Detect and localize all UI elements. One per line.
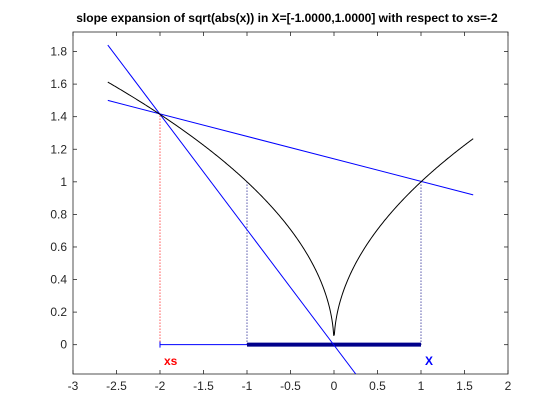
y-tick-label: 0.4	[50, 273, 67, 287]
x-tick-label: 0.5	[369, 379, 386, 393]
x-tick-label: -1	[242, 379, 253, 393]
y-tick-label: 0.6	[50, 240, 67, 254]
plot-area: -3 -2.5 -2 -1.5 -1 -0.5 0 0.5 1 1.5 2 0 0.2 0.4 0.6 0.8…	[50, 31, 512, 393]
slope-line-1	[107, 99, 474, 196]
annotation-x: X	[425, 354, 433, 368]
x-tick-label: -3	[68, 379, 79, 393]
function-curve	[107, 81, 474, 336]
y-tick-label: 0	[60, 338, 67, 352]
annotation-xs: xs	[164, 354, 178, 368]
y-tick-label: 0.2	[50, 305, 67, 319]
axes-box	[72, 31, 509, 375]
x-tick-label: -1.5	[193, 379, 214, 393]
x-tick-label: -0.5	[280, 379, 301, 393]
plot-content	[107, 44, 474, 374]
chart-title: slope expansion of sqrt(abs(x)) in X=[-1…	[76, 11, 498, 25]
x-tick-label: 1.5	[456, 379, 473, 393]
y-tick-label: 1.6	[50, 77, 67, 91]
x-tick-label: 1	[418, 379, 425, 393]
x-tick-label: -2.5	[106, 379, 127, 393]
y-tick-label: 1.8	[50, 45, 67, 59]
slope-line-2	[107, 44, 357, 374]
y-tick-label: 1	[60, 175, 67, 189]
x-tick-label: 2	[505, 379, 512, 393]
y-tick-label: 1.4	[50, 110, 67, 124]
y-tick-label: 1.2	[50, 142, 67, 156]
x-tick-label: 0	[331, 379, 338, 393]
x-tick-label: -2	[155, 379, 166, 393]
y-tick-label: 0.8	[50, 207, 67, 221]
